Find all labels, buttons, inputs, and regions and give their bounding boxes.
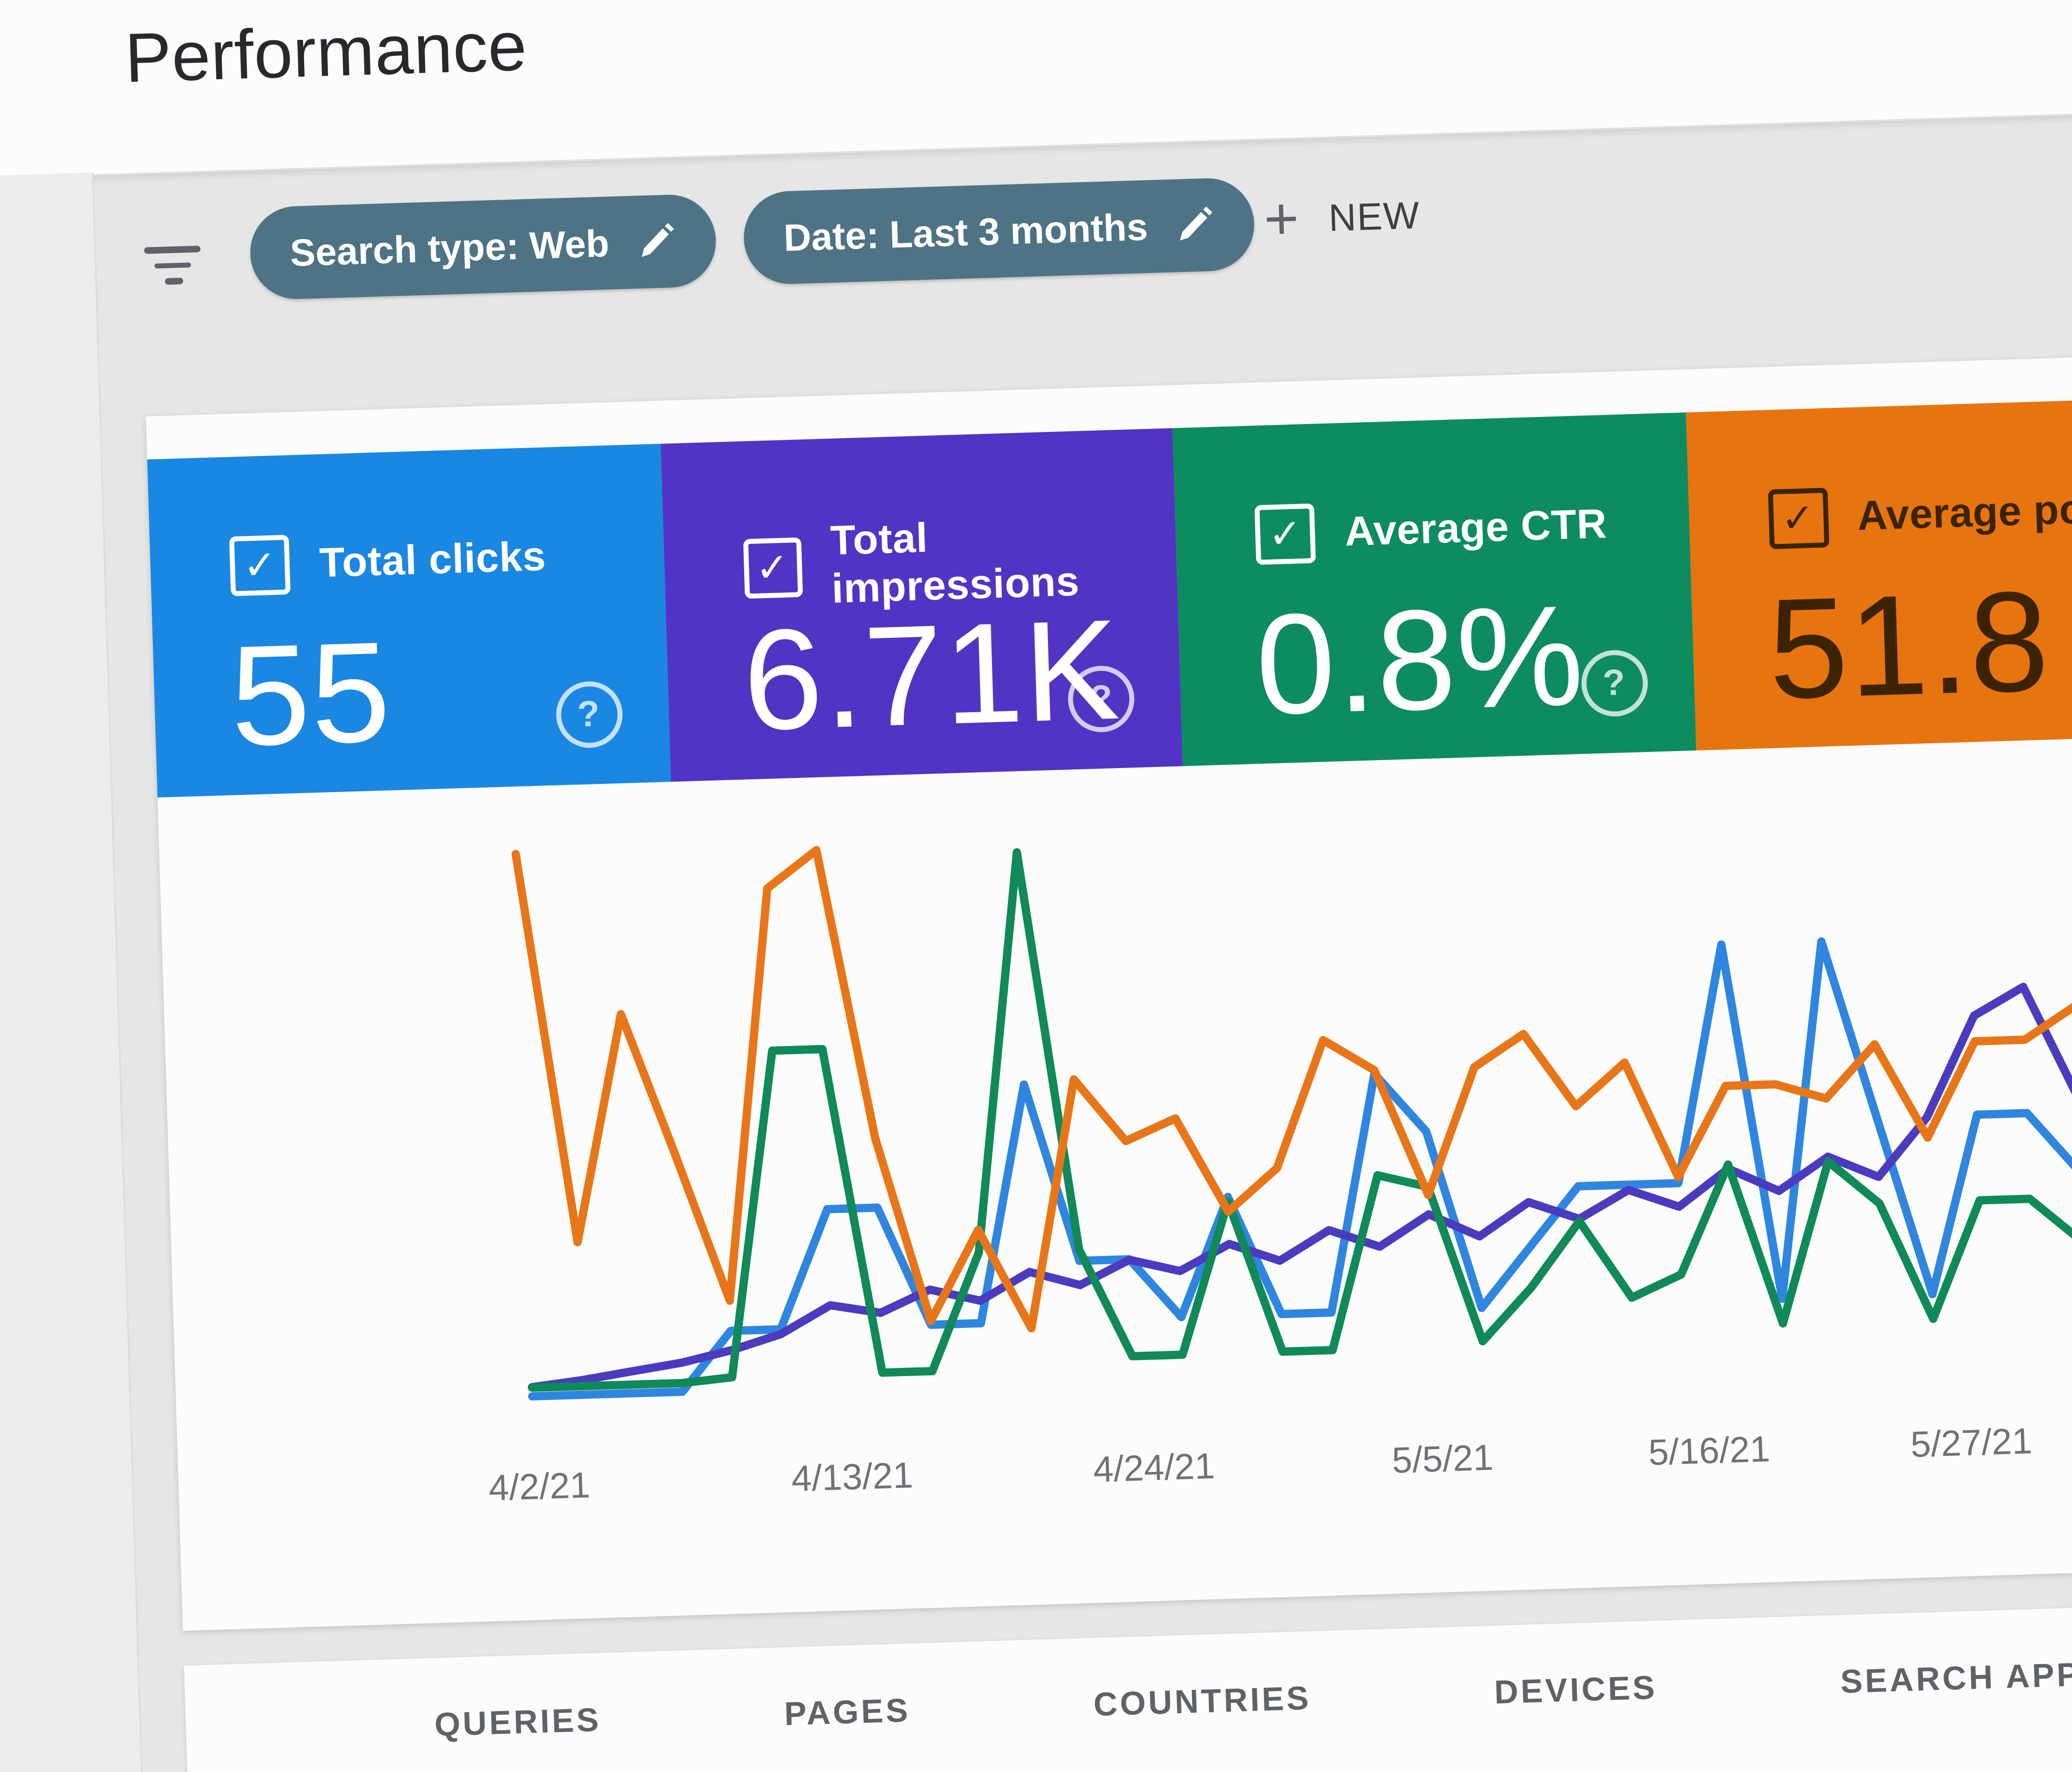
x-axis-label: 5/16/21 [1648,1428,1771,1474]
average-ctr-card[interactable]: ✓ Average CTR 0.8% ? [1172,412,1696,766]
metric-value: 55 [228,613,394,777]
help-icon[interactable]: ? [554,680,623,749]
checkbox-checked-icon[interactable]: ✓ [1254,503,1316,565]
total-impressions-card[interactable]: ✓ Total impressions 6.71K ? [660,428,1183,782]
total-clicks-card[interactable]: ✓ Total clicks 55 ? [147,444,670,798]
tab-search-appearance[interactable]: SEARCH APPEARANCE [1840,1652,2072,1702]
page-header: Performance [0,0,2072,183]
checkbox-checked-icon[interactable]: ✓ [229,535,291,596]
x-axis-label: 5/5/21 [1391,1436,1494,1481]
x-axis-labels: 4/2/21 4/13/21 4/24/21 5/5/21 5/16/21 5/27/21… [146,342,2072,1509]
edit-pencil-icon [1174,205,1215,246]
metric-cards-row: ✓ Total clicks 55 ? ✓ Total impressions … [147,397,2072,798]
x-axis-label: 4/2/21 [488,1464,591,1509]
checkbox-checked-icon[interactable]: ✓ [742,537,802,599]
series-average-ctr- [528,848,2072,1392]
edit-pencil-icon [635,221,676,262]
nav-gutter [0,172,148,1772]
metric-label: Total clicks [319,533,547,586]
tab-devices[interactable]: DEVICES [1493,1670,1658,1712]
filter-icon[interactable] [144,245,202,290]
x-axis-label: 4/13/21 [791,1454,914,1500]
tab-countries[interactable]: COUNTRIES [1093,1681,1312,1724]
date-filter-chip[interactable]: Date: Last 3 months [742,177,1256,286]
series-total-impressions [528,798,2072,1391]
performance-chart-card: ✓ Total clicks 55 ? ✓ Total impressions … [145,342,2072,1631]
tab-queries[interactable]: QUERIES [434,1702,602,1744]
series-average-position [511,846,2072,1333]
average-position-card[interactable]: ✓ Average position 51.8 ? [1685,397,2072,751]
page-title: Performance [123,7,528,97]
performance-line-chart[interactable] [511,746,2072,1446]
series-total-clicks [528,794,2072,1401]
date-chip-label: Date: Last 3 months [783,204,1149,259]
new-button-label: NEW [1328,192,1421,239]
plus-icon: + [1263,184,1300,253]
new-filter-button[interactable]: + NEW [1263,184,1421,253]
checkbox-checked-icon[interactable]: ✓ [1767,487,1829,550]
metric-label: Average CTR [1344,500,1608,555]
x-axis-label: 5/27/21 [1910,1420,2033,1465]
metric-value: 51.8 [1766,562,2052,730]
tab-pages[interactable]: PAGES [784,1693,911,1734]
metric-label: Average position [1857,482,2072,539]
metric-value: 0.8% [1254,576,1587,746]
help-icon[interactable]: ? [1580,649,1648,718]
metric-value: 6.71K [741,591,1123,761]
search-type-filter-chip[interactable]: Search type: Web [249,193,717,301]
search-type-chip-label: Search type: Web [289,221,610,274]
x-axis-label: 4/24/21 [1092,1445,1216,1491]
